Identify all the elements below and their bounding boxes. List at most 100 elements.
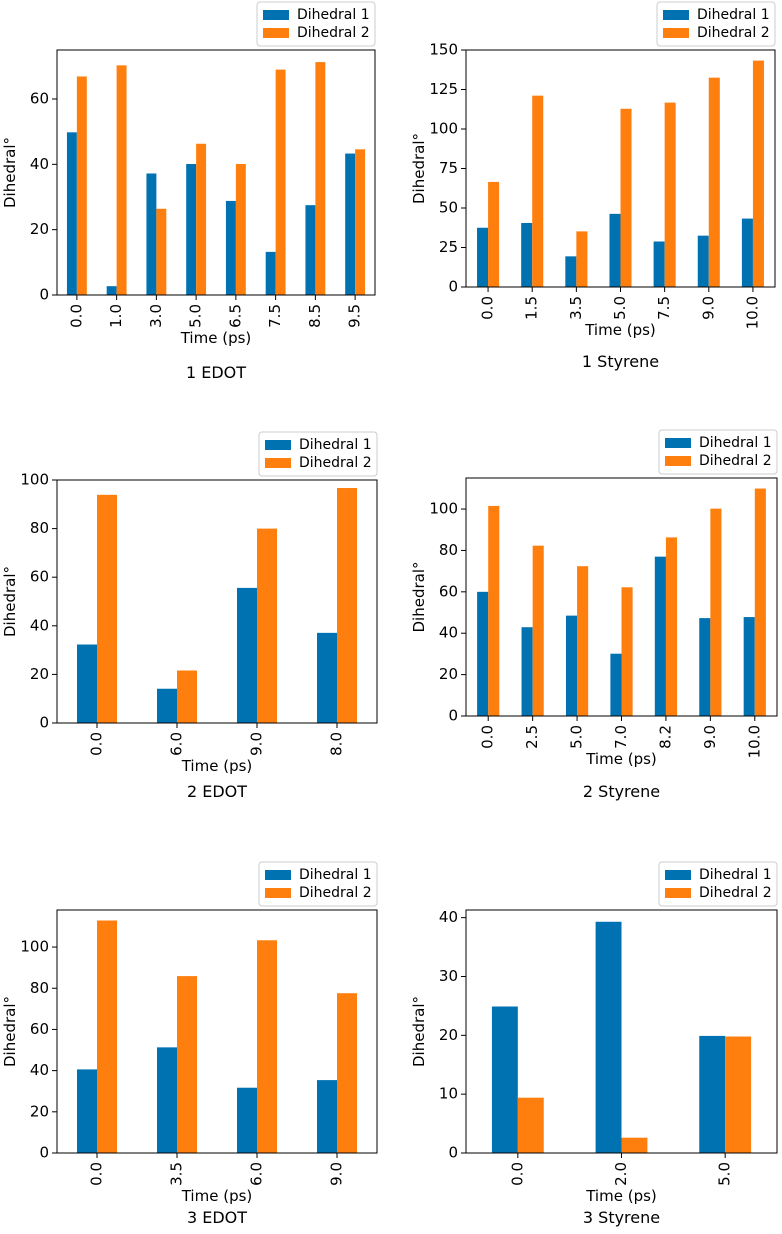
x-axis-label: Time (ps) [181,757,253,775]
bar-dihedral-2-0.0 [488,505,500,716]
bar-dihedral-2-7.5 [275,69,286,295]
bar-dihedral-1-0.0 [77,1069,97,1153]
bar-dihedral-1-9.0 [317,1080,337,1153]
bar-dihedral-1-5.0 [565,615,578,716]
bar-dihedral-2-9.0 [257,528,277,723]
x-tick-label: 6.5 [226,304,244,328]
y-tick-label: 60 [439,582,458,600]
legend-label-dihedral-1: Dihedral 1 [299,867,372,883]
bar-dihedral-1-0.0 [477,591,489,716]
x-tick-label: 0.0 [479,296,497,320]
y-tick-label: 40 [30,616,49,634]
legend-swatch-dihedral-2 [663,28,689,38]
bar-dihedral-1-9.0 [697,235,709,287]
y-tick-label: 0 [448,278,458,296]
bar-dihedral-2-10.0 [754,488,766,716]
x-tick-label: 0.0 [88,1162,106,1186]
y-tick-label: 100 [429,500,458,518]
bar-dihedral-1-3.0 [146,173,157,295]
y-axis-label: Dihedral° [1,137,19,208]
x-tick-label: 7.0 [612,725,630,749]
y-tick-label: 25 [439,238,458,256]
legend-label-dihedral-1: Dihedral 1 [699,867,772,883]
y-tick-label: 20 [30,1102,49,1120]
y-tick-label: 0 [39,1144,49,1162]
legend-label-dihedral-2: Dihedral 2 [297,25,370,41]
y-tick-label: 60 [30,568,49,586]
plot-frame [465,909,778,1154]
legend-label-dihedral-1: Dihedral 1 [297,7,370,23]
bar-dihedral-2-2.5 [532,545,544,716]
bar-dihedral-1-7.5 [653,241,665,287]
legend-label-dihedral-1: Dihedral 1 [699,435,772,451]
x-tick-label: 0.0 [67,304,85,328]
legend-label-dihedral-2: Dihedral 2 [299,455,372,471]
x-axis-label: Time (ps) [180,329,252,347]
y-tick-label: 80 [30,519,49,537]
legend: Dihedral 1 Dihedral 2 [658,861,778,907]
bar-dihedral-2-7.5 [664,102,676,287]
x-tick-label: 0.0 [479,725,497,749]
x-tick-label: 9.5 [346,304,364,328]
bar-dihedral-1-10.0 [743,617,755,716]
panel-3-edot: 0.0 3.5 6.0 9.0 0 20 40 60 80 100 Time (ps) Dihedra… [1,861,378,1227]
x-axis-label: Time (ps) [585,750,657,768]
bar-dihedral-1-0.0 [477,227,489,287]
bar-dihedral-2-3.5 [576,231,588,287]
x-tick-label: 8.5 [306,304,324,328]
y-tick-label: 20 [439,665,458,683]
bar-dihedral-1-5.0 [609,213,621,287]
bar-dihedral-2-5.0 [577,566,589,716]
legend-label-dihedral-1: Dihedral 1 [697,7,770,23]
legend-label-dihedral-2: Dihedral 2 [299,885,372,901]
y-tick-label: 0 [448,1144,458,1162]
bar-dihedral-1-10.0 [741,218,753,287]
legend-swatch-dihedral-1 [263,10,289,20]
legend-label-dihedral-2: Dihedral 2 [699,885,772,901]
legend-label-dihedral-1: Dihedral 1 [299,437,372,453]
x-tick-label: 1.5 [523,296,541,320]
bar-dihedral-2-9.5 [355,149,366,295]
panel-caption: 3 Styrene [583,1208,660,1227]
bar-dihedral-2-1.0 [116,65,127,295]
bar-dihedral-2-0.0 [76,76,87,296]
legend-swatch-dihedral-1 [665,438,691,448]
bar-dihedral-2-5.0 [725,1036,752,1153]
x-tick-label: 9.0 [328,1162,346,1186]
y-axis-label: Dihedral° [1,566,19,637]
x-tick-label: 10.0 [745,725,763,758]
y-tick-label: 30 [439,967,458,985]
x-tick-label: 0.0 [88,732,106,756]
bar-dihedral-1-6.5 [225,200,236,295]
legend-label-dihedral-2: Dihedral 2 [697,25,770,41]
legend: Dihedral 1 Dihedral 2 [258,431,378,477]
x-tick-label: 1.0 [107,304,125,328]
panel-2-styrene: 0.0 2.5 5.0 7.0 8.2 9.0 10.0 0 20 40 60 80 100 Time (… [410,429,778,801]
y-tick-label: 125 [429,80,458,98]
bar-dihedral-2-6.5 [235,164,246,295]
panel-caption: 2 EDOT [187,782,247,801]
x-tick-label: 9.0 [701,725,719,749]
bar-dihedral-1-8.5 [305,205,316,295]
bar-dihedral-2-6.0 [257,940,277,1153]
bar-dihedral-1-0.0 [491,1006,518,1153]
panel-caption: 3 EDOT [187,1208,247,1227]
y-tick-label: 40 [439,624,458,642]
panel-1-edot: 0.0 1.0 3.0 5.0 6.5 7.5 8.5 9.5 0 20 40 60 Time (ps)… [1,1,376,382]
y-tick-label: 20 [30,220,49,238]
bar-dihedral-2-6.0 [177,670,197,723]
bar-dihedral-1-1.0 [106,286,117,295]
bar-dihedral-2-0.0 [97,920,117,1153]
bar-dihedral-2-0.0 [97,494,117,723]
panel-caption: 2 Styrene [583,782,660,801]
bar-dihedral-2-0.0 [488,181,500,287]
bar-dihedral-1-7.0 [610,653,622,716]
y-tick-label: 60 [30,1020,49,1038]
panel-caption: 1 EDOT [186,363,246,382]
y-tick-label: 150 [429,41,458,59]
bar-dihedral-2-10.0 [752,60,764,287]
y-tick-label: 0 [448,707,458,725]
legend-swatch-dihedral-2 [265,458,291,468]
bar-dihedral-2-3.0 [156,208,167,295]
